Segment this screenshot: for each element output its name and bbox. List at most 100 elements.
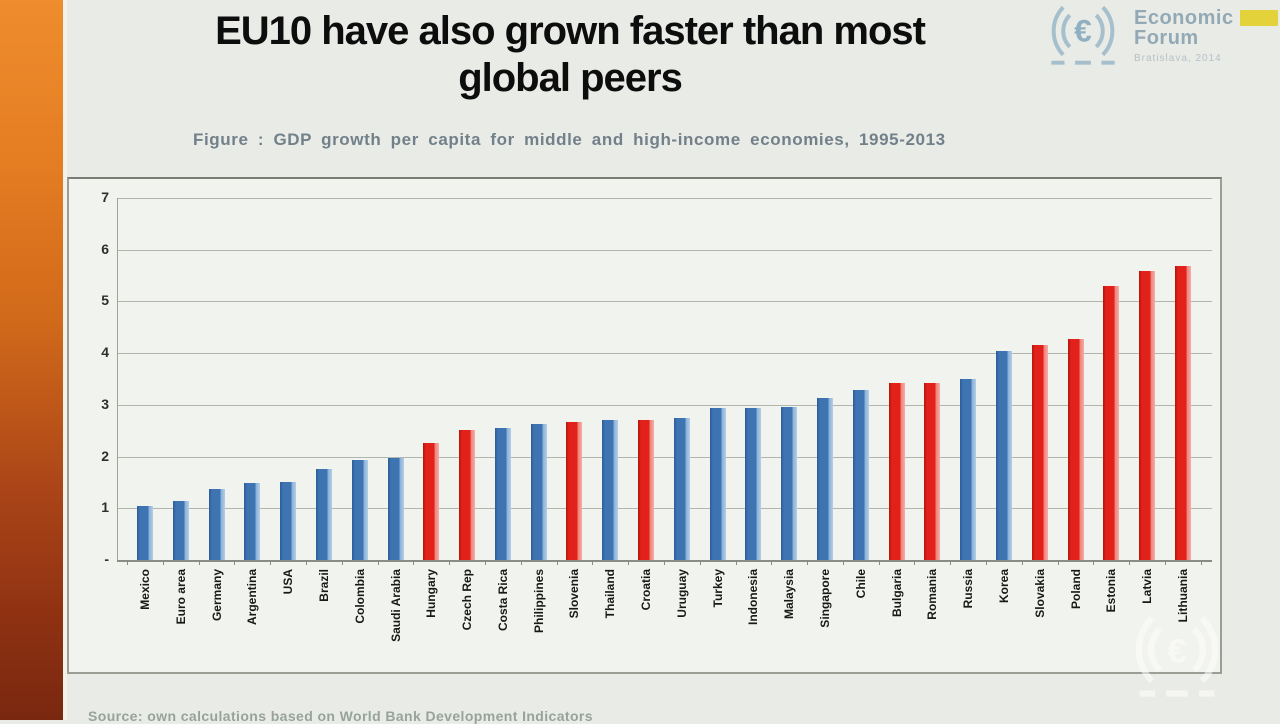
axis-tick-mark [449,560,451,565]
source-note: Source: own calculations based on World … [88,708,593,724]
x-axis-label-slovenia: Slovenia [567,569,582,619]
axis-tick-mark [842,560,844,565]
x-axis-label-malaysia: Malaysia [782,569,797,620]
bar-argentina [244,483,261,560]
gridline [117,508,1212,510]
x-axis-label-usa: USA [281,569,296,595]
y-axis-tick-label: 1 [101,499,109,516]
bar-usa [280,482,297,560]
bar-germany [208,489,225,560]
y-axis-line [117,198,118,560]
logo-name-line2: Forum [1134,27,1199,49]
y-axis-tick-label: 3 [101,395,109,412]
gridline [117,249,1212,251]
axis-tick-mark [377,560,379,565]
video-left-border [0,0,63,720]
bar-hungary [423,443,440,560]
x-axis-label-korea: Korea [996,569,1011,604]
bar-croatia [638,419,655,560]
x-axis-label-bulgaria: Bulgaria [889,569,904,618]
slide-title: EU10 have also grown faster than most gl… [65,8,1075,102]
axis-tick-mark [485,560,486,565]
slide-edge-highlight [63,0,67,720]
x-axis-label-russia: Russia [961,569,976,609]
gridline [117,456,1212,458]
x-axis-label-croatia: Croatia [639,569,654,611]
plot-area: - 1 2 3 4 5 6 7 Mexico Euro area Germany Argentina U… [69,179,1220,672]
axis-tick-mark [950,560,952,565]
bar-singapore [817,398,833,560]
bar-romania [924,383,941,560]
bar-latvia [1139,270,1156,560]
bar-costa-rica [494,427,511,560]
axis-tick-mark [914,560,916,565]
axis-tick-mark [986,560,988,565]
axis-tick-mark [663,560,665,565]
x-axis-label-indonesia: Indonesia [746,569,761,626]
axis-tick-mark [878,560,880,565]
gdp-growth-bar-chart: - 1 2 3 4 5 6 7 Mexico Euro area Germany Argentina U… [67,177,1222,674]
x-axis-label-colombia: Colombia [352,569,367,624]
x-axis-label-poland: Poland [1068,569,1083,610]
axis-tick-mark [699,560,701,565]
x-axis-label-uruguay: Uruguay [674,569,689,618]
x-axis-label-saudi-arabia: Saudi Arabia [388,569,403,642]
euro-emblem-icon: € [1051,5,1115,65]
axis-tick-mark [234,560,236,565]
svg-text:€: € [1167,632,1186,670]
y-axis-tick-label: 4 [101,344,109,361]
gridline [117,353,1212,355]
watermark-euro-logo-icon: € [1135,616,1219,697]
x-axis-label-singapore: Singapore [818,569,832,628]
axis-tick-mark [1021,560,1023,565]
bar-philippines [530,424,547,560]
y-axis-tick-label: 2 [101,447,109,464]
logo-name-line1: Economic [1134,7,1234,29]
axis-tick-mark [162,560,164,565]
bar-russia [960,379,977,560]
bar-mexico [137,505,153,560]
x-axis-label-hungary: Hungary [424,569,439,618]
axis-tick-mark [628,560,630,565]
bar-thailand [602,419,619,560]
x-axis-label-estonia: Estonia [1104,569,1119,613]
x-axis-label-thailand: Thailand [603,569,618,619]
bar-turkey [709,408,726,560]
bar-chile [852,389,869,560]
gridline [117,301,1212,303]
bar-korea [995,351,1012,560]
bar-estonia [1103,286,1120,560]
axis-tick-mark [270,560,272,565]
axis-tick-mark [413,560,415,565]
axis-tick-mark [1200,560,1202,565]
axis-tick-mark [1165,560,1166,565]
axis-tick-mark [341,560,343,565]
x-axis-label-mexico: Mexico [138,569,152,610]
axis-tick-mark [1093,560,1095,565]
gridline [117,198,1212,200]
bar-uruguay [673,417,690,560]
y-axis-tick-label: 7 [101,189,109,206]
bar-lithuania [1174,265,1191,560]
x-axis-label-chile: Chile [853,569,868,599]
x-axis-label-costa-rica: Costa Rica [495,569,510,632]
bar-saudi-arabia [387,457,404,560]
x-axis-label-czech-rep: Czech Rep [460,569,475,631]
axis-tick-mark [592,560,594,565]
axis-tick-mark [1129,560,1131,565]
figure-caption: Figure : GDP growth per capita for middl… [193,130,946,149]
slide-title-line2: global peers [458,56,683,100]
bar-indonesia [745,408,762,560]
economic-forum-logo: € Economic Forum Bratislava, 2014 [1040,2,1280,68]
bar-czech-rep [459,430,476,560]
x-axis-label-philippines: Philippines [531,569,546,634]
y-axis-tick-label: - [104,551,109,567]
axis-tick-mark [127,560,129,565]
axis-tick-mark [771,560,773,565]
slide-title-line1: EU10 have also grown faster than most [215,9,926,53]
axis-tick-mark [735,560,737,565]
bar-brazil [315,468,332,560]
logo-text: Economic Forum Bratislava, 2014 [1134,8,1278,69]
axis-tick-mark [807,560,809,565]
svg-text:€: € [1074,13,1092,49]
